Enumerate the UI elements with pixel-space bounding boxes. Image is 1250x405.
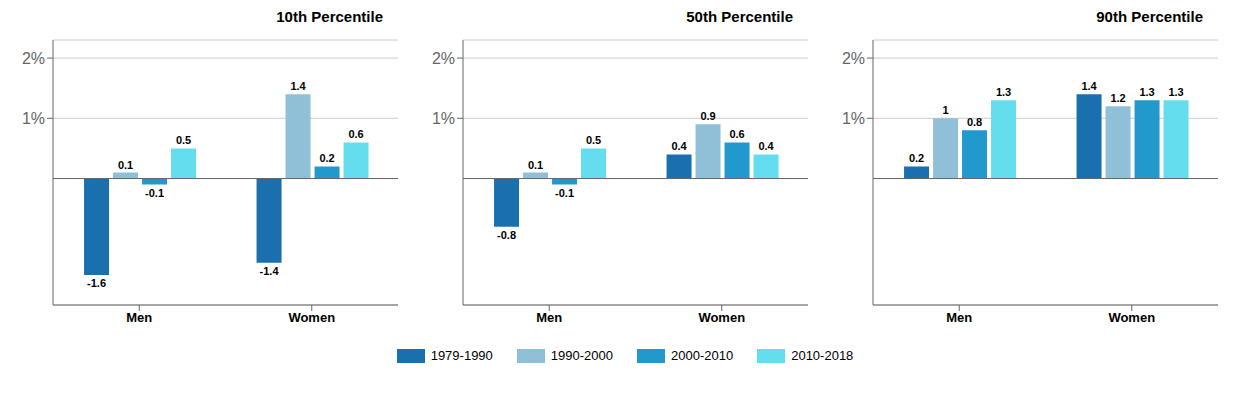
svg-text:0.6: 0.6 <box>729 128 744 140</box>
svg-text:1.2: 1.2 <box>1110 92 1125 104</box>
html-text:90th Percentile: 90th Percentile <box>1096 8 1203 25</box>
svg-text:0.5: 0.5 <box>586 134 601 146</box>
html-text:50th Percentile: 50th Percentile <box>686 8 793 25</box>
svg-text:Men: Men <box>946 310 972 325</box>
svg-text:2%: 2% <box>842 50 865 67</box>
svg-text:Women: Women <box>698 310 745 325</box>
svg-text:1%: 1% <box>432 110 455 127</box>
html-text:2010-2018: 2010-2018 <box>791 348 854 363</box>
html-text:2000-2010: 2000-2010 <box>671 348 734 363</box>
svg-text:-0.8: -0.8 <box>497 229 516 241</box>
svg-text:2%: 2% <box>22 50 45 67</box>
svg-text:0.1: 0.1 <box>118 159 133 171</box>
svg-text:0.6: 0.6 <box>348 128 363 140</box>
svg-text:0.4: 0.4 <box>671 140 687 152</box>
svg-text:1: 1 <box>942 104 948 116</box>
svg-text:2%: 2% <box>432 50 455 67</box>
svg-text:0.4: 0.4 <box>758 140 774 152</box>
svg-text:0.8: 0.8 <box>967 116 982 128</box>
svg-text:1.3: 1.3 <box>1168 86 1183 98</box>
html-text:1979-1990: 1979-1990 <box>430 348 493 363</box>
svg-text:0.2: 0.2 <box>319 152 334 164</box>
svg-text:1.3: 1.3 <box>996 86 1011 98</box>
html-text:10th Percentile: 10th Percentile <box>276 8 383 25</box>
svg-text:1.4: 1.4 <box>1081 80 1097 92</box>
svg-text:-0.1: -0.1 <box>555 187 574 199</box>
svg-text:Men: Men <box>126 310 152 325</box>
svg-text:0.5: 0.5 <box>176 134 191 146</box>
svg-text:1%: 1% <box>22 110 45 127</box>
svg-text:-1.4: -1.4 <box>260 265 280 277</box>
html-text:1990-2000: 1990-2000 <box>550 348 613 363</box>
svg-text:Women: Women <box>288 310 335 325</box>
svg-text:-0.1: -0.1 <box>145 187 164 199</box>
svg-text:-1.6: -1.6 <box>87 277 106 289</box>
svg-text:Women: Women <box>1108 310 1155 325</box>
svg-text:0.9: 0.9 <box>700 110 715 122</box>
svg-text:1.3: 1.3 <box>1139 86 1154 98</box>
svg-text:0.2: 0.2 <box>909 152 924 164</box>
svg-text:1%: 1% <box>842 110 865 127</box>
svg-text:Men: Men <box>536 310 562 325</box>
svg-text:0.1: 0.1 <box>528 159 543 171</box>
svg-text:1.4: 1.4 <box>290 80 306 92</box>
